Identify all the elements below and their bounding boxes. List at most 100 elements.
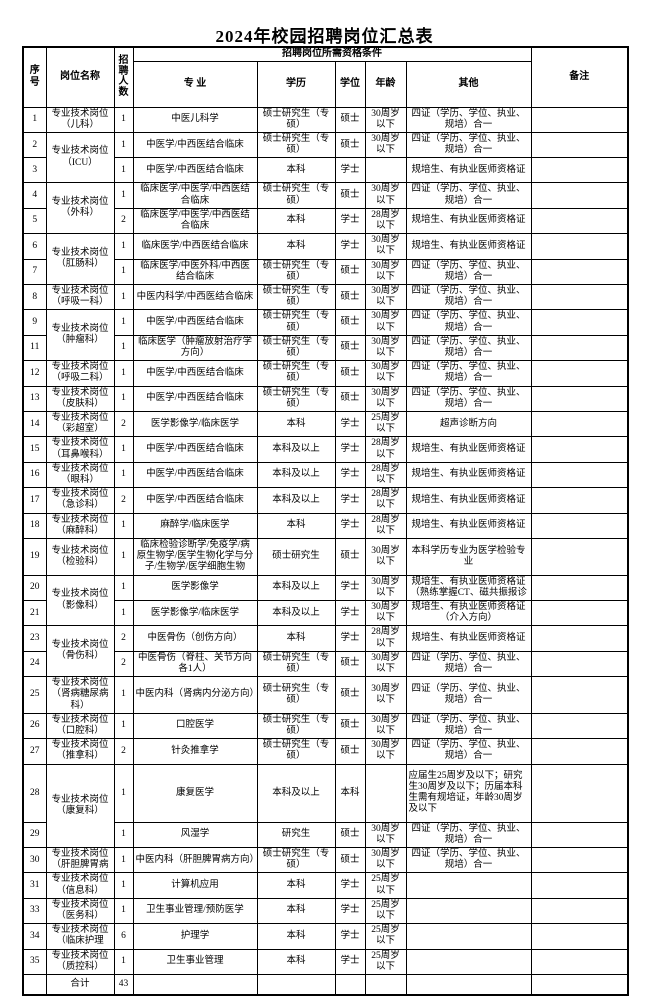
cell-age: 30周岁以下 [364,131,407,159]
cell-education: 本科及以上 [256,487,336,514]
cell-other: 四证（学历、学位、执业、规培）合一 [405,182,532,209]
cell-major: 中医儿科学 [132,106,258,133]
cell-remark [530,207,629,235]
cell-age: 30周岁以下 [364,650,407,678]
cell-education: 本科 [256,410,336,438]
cell-remark [530,574,629,602]
cell-other: 四证（学历、学位、执业、规培）合一 [405,847,532,874]
cell-position-name: 专业技术岗位（质控科） [45,948,115,976]
total-label: 合计 [45,974,115,996]
cell-position-name: 专业技术岗位（呼吸二科） [45,360,115,387]
cell-education: 本科 [256,948,336,976]
cell-age: 30周岁以下 [364,821,407,849]
cell-major: 临床医学/中医学/中西医结合临床 [132,182,258,209]
cell-recruit-count: 1 [113,258,134,285]
cell-serial-no: 24 [22,650,47,678]
cell-age: 30周岁以下 [364,360,407,387]
cell-age: 30周岁以下 [364,600,407,627]
cell-education: 硕士研究生 [256,538,336,576]
cell-major: 卫生事业管理/预防医学 [132,897,258,925]
cell-serial-no: 21 [22,600,47,627]
cell-remark [530,712,629,740]
cell-serial-no: 13 [22,385,47,412]
cell-serial-no: 3 [22,157,47,184]
cell-education: 本科及以上 [256,436,336,463]
table-row: 28 专业技术岗位（康复科） 1 康复医学 本科及以上 本科 应届生25周岁及以下；研究生3… [22,763,629,849]
cell-major: 卫生事业管理 [132,948,258,976]
cell-degree: 学士 [334,436,366,463]
header-major: 专 业 [132,60,258,108]
cell-age: 28周岁以下 [364,625,407,652]
cell-other: 四证（学历、学位、执业、规培）合一 [405,258,532,285]
cell-degree: 学士 [334,574,366,602]
cell-position-name: 专业技术岗位（彩超室） [45,410,115,438]
cell-serial-no: 23 [22,625,47,652]
cell-serial-no: 11 [22,334,47,362]
cell-major [132,974,258,996]
cell-education: 本科 [256,872,336,899]
cell-education: 本科 [256,157,336,184]
cell-recruit-count: 1 [113,763,134,823]
cell-other: 规培生、有执业医师资格证 [405,207,532,235]
cell-other: 规培生、有执业医师资格证 [405,487,532,514]
table-row: 19 专业技术岗位（检验科） 1 临床检验诊断学/免疫学/病原生物学/医学生物化学与分… [22,538,629,576]
cell-other: 四证（学历、学位、执业、规培）合一 [405,283,532,311]
table-row: 9 专业技术岗位（肿瘤科） 1 中医学/中西医结合临床 硕士研究生（专硕） 硕士 30周岁以… [22,309,629,362]
cell-position-name: 专业技术岗位（信息科） [45,872,115,899]
cell-recruit-count: 1 [113,131,134,159]
cell-other: 规培生、有执业医师资格证 [405,625,532,652]
cell-degree: 硕士 [334,847,366,874]
table-row: 7 1 临床医学/中医外科/中西医结合临床 硕士研究生（专硕） 硕士 30周岁以下 四证（学… [22,258,629,285]
cell-education: 本科及以上 [256,763,336,823]
cell-education: 本科及以上 [256,574,336,602]
cell-education: 硕士研究生（专硕） [256,182,336,209]
cell-age: 28周岁以下 [364,207,407,235]
cell-position-name: 专业技术岗位（影像科） [45,574,115,627]
table-row: 25 专业技术岗位（肾病糖尿病科） 1 中医内科（肾病内分泌方向） 硕士研究生（专硕）硕… [22,676,629,714]
cell-recruit-count: 1 [113,309,134,336]
table-row: 30 专业技术岗位（肝胆脾胃病 1 中医内科（肝胆脾胃病方向） 硕士研究生（专硕） 硕士 3… [22,847,629,874]
page-title: 2024年校园招聘岗位汇总表 [215,27,434,46]
cell-degree: 学士 [334,872,366,899]
cell-degree: 硕士 [334,385,366,412]
cell-degree: 学士 [334,897,366,925]
cell-position-name: 专业技术岗位（肾病糖尿病科） [45,676,115,714]
cell-position-name: 专业技术岗位（ICU） [45,131,115,184]
cell-major: 临床医学/中医学/中西医结合临床 [132,207,258,235]
cell-major: 医学影像学/临床医学 [132,600,258,627]
cell-major: 临床检验诊断学/免疫学/病原生物学/医学生物化学与分子/生物学/医学细胞生物 [132,538,258,576]
cell-recruit-count: 1 [113,512,134,540]
cell-degree: 学士 [334,157,366,184]
cell-other: 四证（学历、学位、执业、规培）合一 [405,385,532,412]
cell-position-name: 专业技术岗位（肛肠科） [45,233,115,285]
cell-serial-no: 26 [22,712,47,740]
table-row: 34 专业技术岗位（临床护理 6 护理学 本科 学士 25周岁以下 [22,923,629,950]
cell-serial-no [22,974,47,996]
cell-serial-no: 17 [22,487,47,514]
cell-serial-no: 20 [22,574,47,602]
cell-serial-no: 16 [22,461,47,489]
table-row: 29 1 风湿学 研究生 硕士 30周岁以下 四证（学历、学位、执业、规培）合一 [22,821,629,849]
cell-recruit-count: 2 [113,625,134,652]
cell-serial-no: 7 [22,258,47,285]
cell-other: 规培生、有执业医师资格证（熟练掌握CT、磁共振报诊 [405,574,532,602]
cell-major: 中医骨伤（脊柱、关节方向各1人） [132,650,258,678]
table-row: 5 2 临床医学/中医学/中西医结合临床 本科 学士 28周岁以下 规培生、有执业医师资格证 [22,207,629,235]
cell-age: 30周岁以下 [364,574,407,602]
header-other: 其他 [405,60,532,108]
cell-other: 超声诊断方向 [405,410,532,438]
cell-education: 硕士研究生（专硕） [256,676,336,714]
cell-serial-no: 19 [22,538,47,576]
table-row: 11 1 临床医学（肿瘤放射治疗学方向） 硕士研究生（专硕） 硕士 30周岁以下 四证（学历… [22,334,629,362]
cell-education: 硕士研究生（专硕） [256,309,336,336]
cell-serial-no: 29 [22,821,47,849]
cell-major: 护理学 [132,923,258,950]
cell-remark [530,872,629,899]
cell-remark [530,676,629,714]
cell-major: 临床医学/中医外科/中西医结合临床 [132,258,258,285]
table-row: 27 专业技术岗位（推拿科） 2 针灸推拿学 硕士研究生（专硕） 硕士 30周岁以下 四证（学… [22,738,629,765]
cell-degree: 学士 [334,512,366,540]
header-row-columns: 专 业 学历 学位 年龄 其他 [23,60,628,108]
cell-age: 28周岁以下 [364,461,407,489]
cell-remark [530,334,629,362]
